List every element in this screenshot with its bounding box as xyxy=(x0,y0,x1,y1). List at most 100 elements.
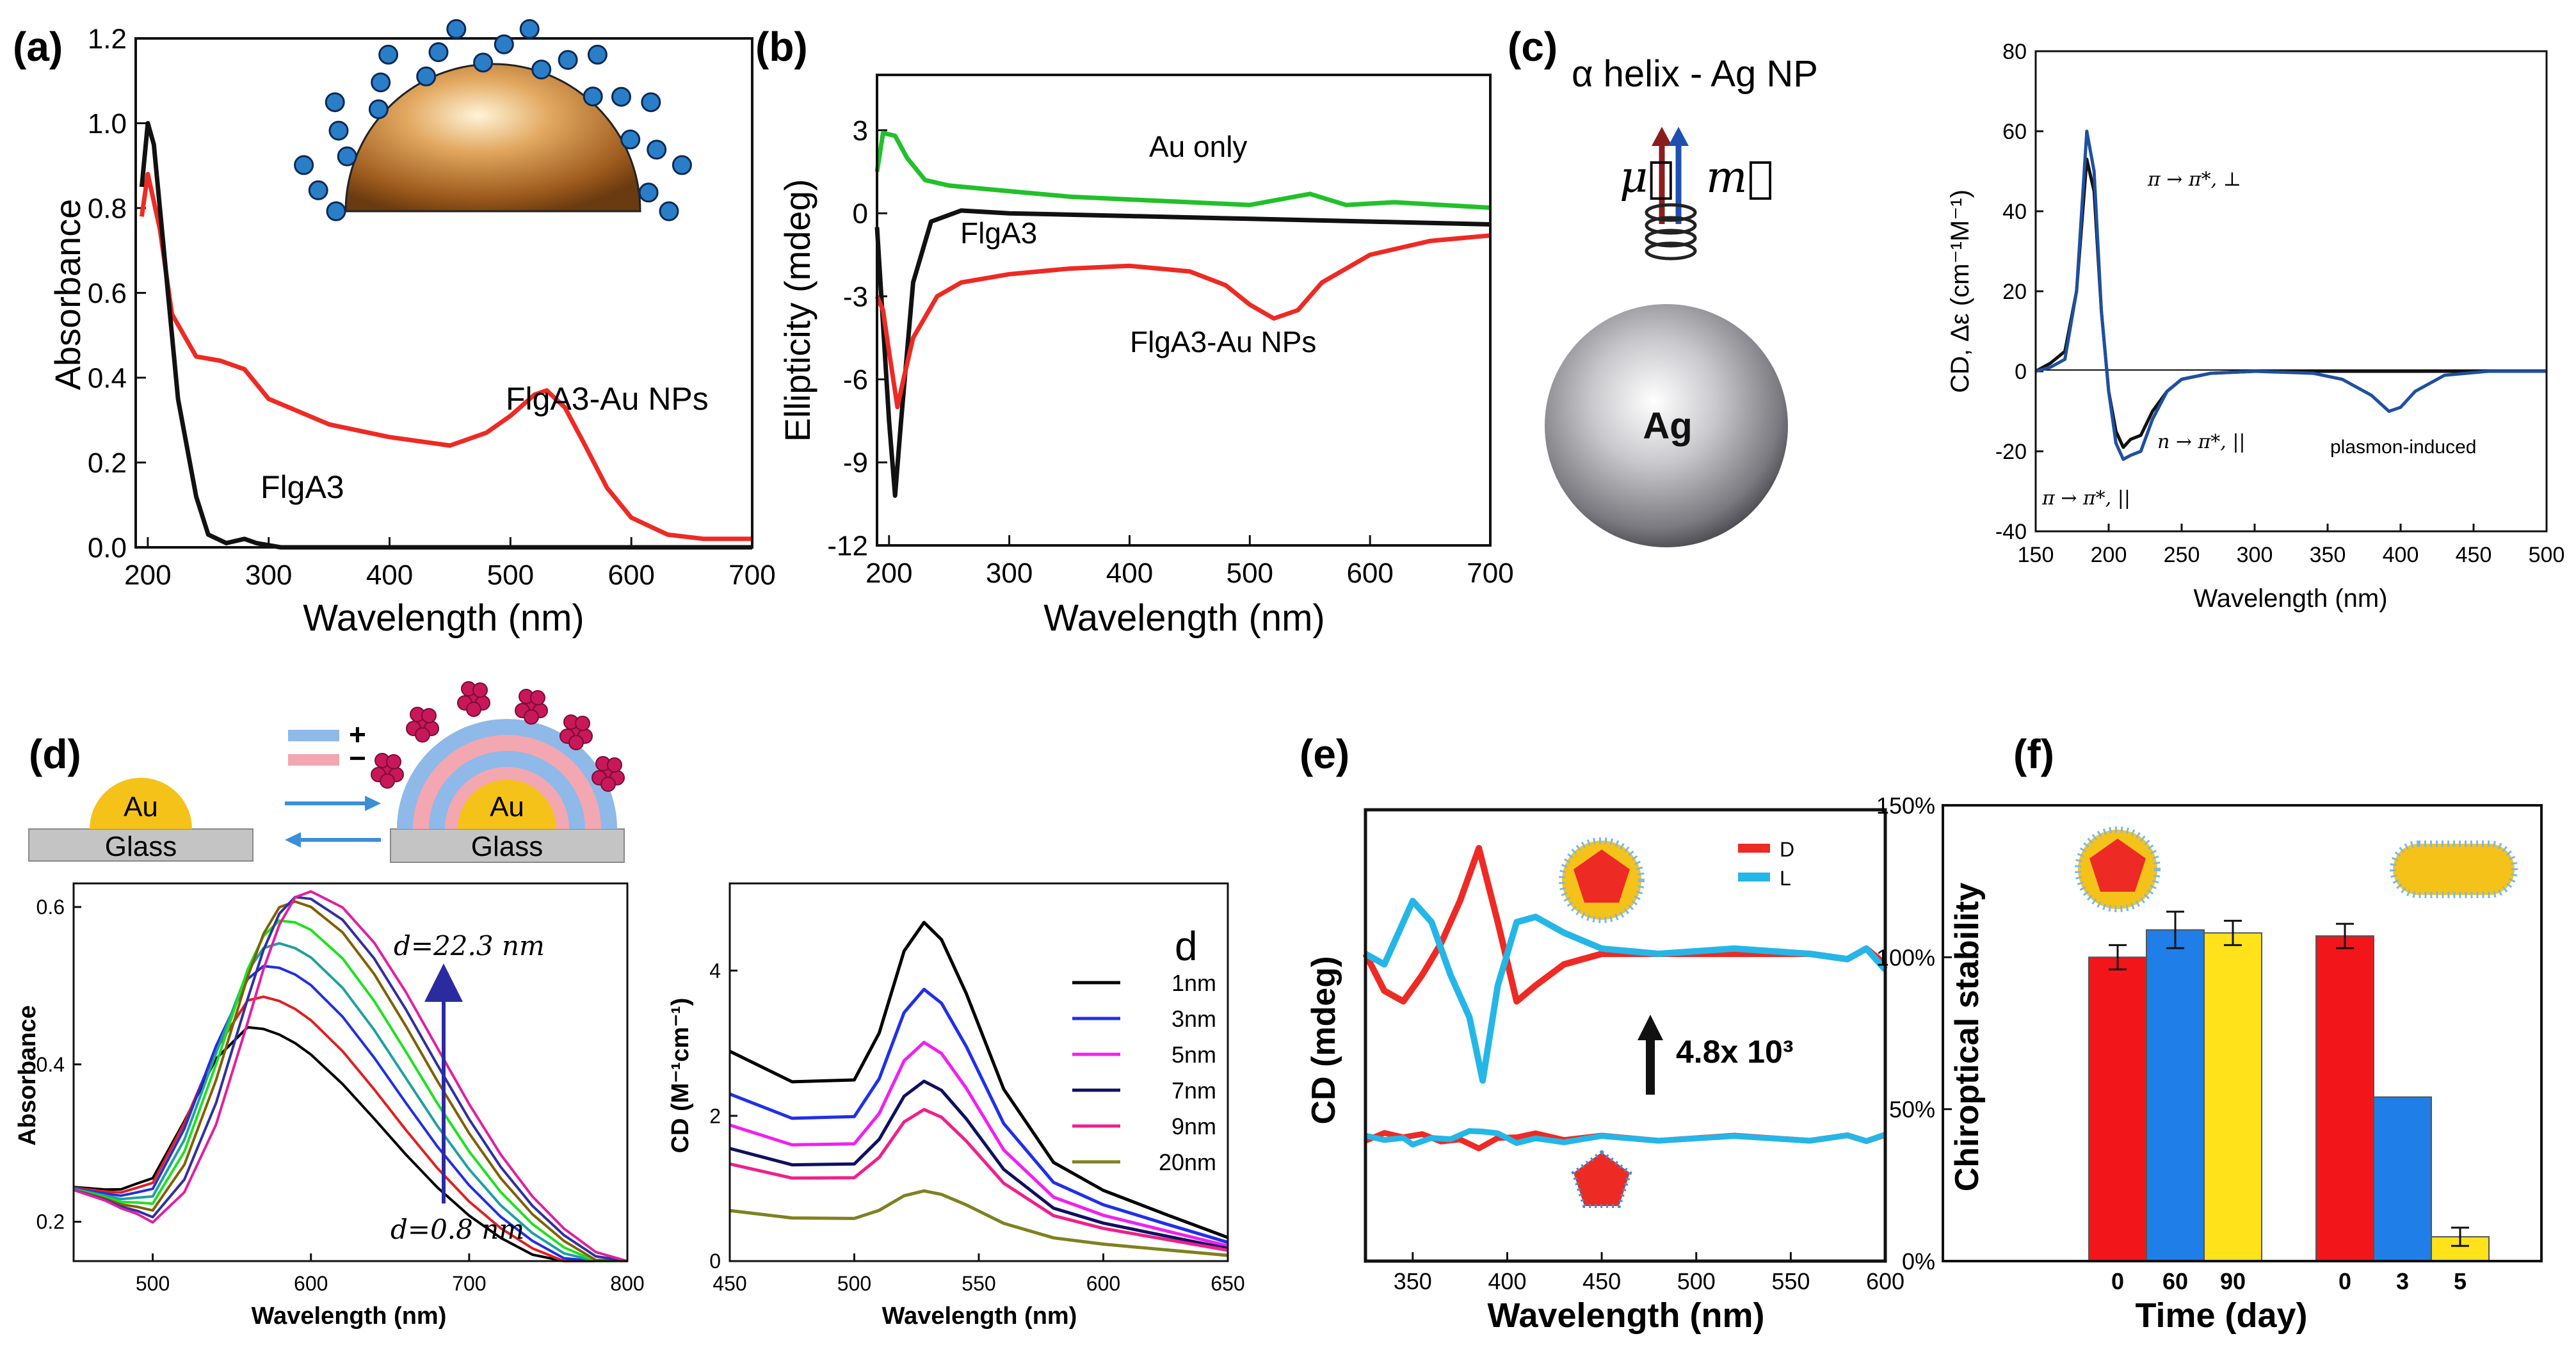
x-tick-label: 90 xyxy=(2220,1268,2246,1294)
x-tick-label: 350 xyxy=(2310,543,2346,567)
peptide-bead xyxy=(328,120,349,141)
x-tick-label: 700 xyxy=(452,1272,486,1295)
protein-bead xyxy=(530,690,545,705)
peptide-bead xyxy=(428,42,449,62)
panel-c-title: α helix - Ag NP xyxy=(1572,53,1818,95)
series-cd-7nm xyxy=(729,1079,1228,1250)
panel-f-xlabel: Time (day) xyxy=(2135,1296,2307,1335)
x-tick-label: 700 xyxy=(729,559,775,591)
peptide-bead xyxy=(519,19,540,39)
d-top-label: d=22.3 nm xyxy=(394,930,545,962)
peptide-bead xyxy=(587,44,608,65)
y-tick-label: 0.6 xyxy=(88,278,127,309)
au-label-right: Au xyxy=(490,791,524,823)
series-alpha helix - Ag NP xyxy=(2035,129,2547,461)
ag-nanoparticle xyxy=(1545,304,1788,547)
panel-b-frame xyxy=(876,74,1492,547)
x-tick-label: 450 xyxy=(1582,1268,1621,1294)
peptide-bead xyxy=(638,182,659,203)
protein-bead xyxy=(415,727,430,743)
x-tick-label: 500 xyxy=(136,1272,170,1295)
panel-c-frame xyxy=(2034,50,2548,533)
y-tick-label: 0.2 xyxy=(88,447,127,479)
y-tick-label: 0.4 xyxy=(88,362,127,394)
panel-b-xlabel: Wavelength (nm) xyxy=(1043,597,1324,639)
y-tick-label: -20 xyxy=(1995,440,2027,464)
curve-label-flga3: FlgA3 xyxy=(261,469,344,505)
panel-a-label: (a) xyxy=(13,24,63,70)
x-tick-label: 150 xyxy=(2018,543,2054,567)
series-cd-5nm xyxy=(729,1040,1228,1248)
panel-c-label: (c) xyxy=(1508,24,1558,70)
panel-d-cd-curves xyxy=(729,921,1228,1257)
curve-label-b-flga3-au: FlgA3-Au NPs xyxy=(1130,325,1316,358)
series-abs-s4 xyxy=(73,942,627,1262)
protein-bead xyxy=(472,682,488,698)
bar-nanoprism-60 xyxy=(2146,929,2205,1262)
y-tick-label: 0 xyxy=(2015,360,2027,384)
y-tick-label: 20 xyxy=(2002,280,2027,304)
x-tick-label: 300 xyxy=(2237,543,2273,567)
panel-c-xlabel: Wavelength (nm) xyxy=(2193,584,2387,613)
series-cd-9nm xyxy=(729,1107,1228,1252)
panel-e-label: (e) xyxy=(1300,731,1349,777)
y-tick-label: -40 xyxy=(1995,520,2027,544)
panel-b-ylabel: Ellipticity (mdeg) xyxy=(777,179,817,442)
x-tick-label: 200 xyxy=(865,558,912,589)
mu-arrowhead xyxy=(1652,127,1672,146)
series-cd-3nm xyxy=(729,988,1228,1244)
x-tick-label: 600 xyxy=(294,1272,328,1295)
panel-e-curves xyxy=(1362,845,1888,1152)
y-tick-label: 0.8 xyxy=(88,193,127,224)
panel-f-ylabel: Chiroptical stability xyxy=(1949,883,1986,1192)
peptide-bead xyxy=(371,72,391,93)
panel-d-abs-frame xyxy=(72,882,629,1262)
panel-d-cd-xlabel: Wavelength (nm) xyxy=(882,1303,1077,1330)
y-tick-label: 0% xyxy=(1902,1248,1935,1275)
legend-label-l: L xyxy=(1780,867,1791,890)
legend-label: 20nm xyxy=(1159,1149,1216,1175)
y-tick-label: 1.2 xyxy=(88,23,127,54)
panel-a-ticks: 200 300 400 500 600 700 0.0 0.2 0.4 0.6 0.8 1.0 1.2 xyxy=(88,23,776,591)
panel-b-ticks: 200 300 400 500 600 700 3 0 -3 -6 -9 -12 xyxy=(827,115,1513,589)
peptide-bead xyxy=(558,50,578,70)
bar-nanoprism-0 xyxy=(2088,956,2147,1262)
panel-a-xlabel: Wavelength (nm) xyxy=(303,597,584,639)
y-tick-label: 0 xyxy=(853,198,868,230)
series-alpha helix xyxy=(2034,157,2547,449)
x-tick-label: 600 xyxy=(1346,558,1393,589)
y-tick-label: 100% xyxy=(1876,944,1935,970)
protein-bead xyxy=(380,773,395,789)
peptide-bead xyxy=(659,201,679,221)
panel-e-xlabel: Wavelength (nm) xyxy=(1487,1296,1764,1335)
series-top-L xyxy=(1364,897,1888,1084)
arrow-forward-head xyxy=(365,796,381,811)
protein-bead xyxy=(600,777,616,792)
helix-coil xyxy=(1645,203,1697,261)
x-tick-label: 600 xyxy=(608,559,654,591)
series-FlgA3-Au NPs xyxy=(139,172,752,542)
panel-d: (d) Au Glass + − Au Glass 500 600 700 800 0.… xyxy=(14,681,1245,1330)
panel-e-ticks: 350 400 450 500 550 600 xyxy=(1394,1252,1904,1294)
panel-e-frame xyxy=(1364,808,1887,1263)
panel-f: (f) 0% 50% 100% 150% 0 60 90 0 3 5 Chiroptical s… xyxy=(1876,731,2543,1335)
panel-f-frame xyxy=(1942,804,2543,1262)
x-tick-label: 600 xyxy=(1086,1272,1120,1295)
x-tick-label: 450 xyxy=(712,1272,746,1295)
curve-label-b-flga3: FlgA3 xyxy=(960,216,1037,250)
peptide-bead xyxy=(294,155,314,175)
x-tick-label: 60 xyxy=(2162,1268,2188,1294)
panel-c-ylabel: CD, Δε (cm⁻¹M⁻¹) xyxy=(1946,189,1974,393)
y-tick-label: 1.0 xyxy=(88,108,127,140)
panel-b-curves xyxy=(874,131,1491,498)
au-label-left: Au xyxy=(124,791,158,823)
glass-substrate-right xyxy=(390,828,625,863)
peptide-bead xyxy=(647,140,667,160)
series-abs-s5 xyxy=(73,919,627,1262)
panel-d-abs-ticks: 500 600 700 800 0.2 0.4 0.6 xyxy=(36,896,645,1295)
m-arrowhead xyxy=(1668,127,1689,146)
panel-d-cd-frame xyxy=(729,882,1229,1262)
nanoprism-icon xyxy=(2075,826,2161,912)
x-tick-label: 500 xyxy=(837,1272,871,1295)
legend-label: 3nm xyxy=(1171,1006,1216,1032)
